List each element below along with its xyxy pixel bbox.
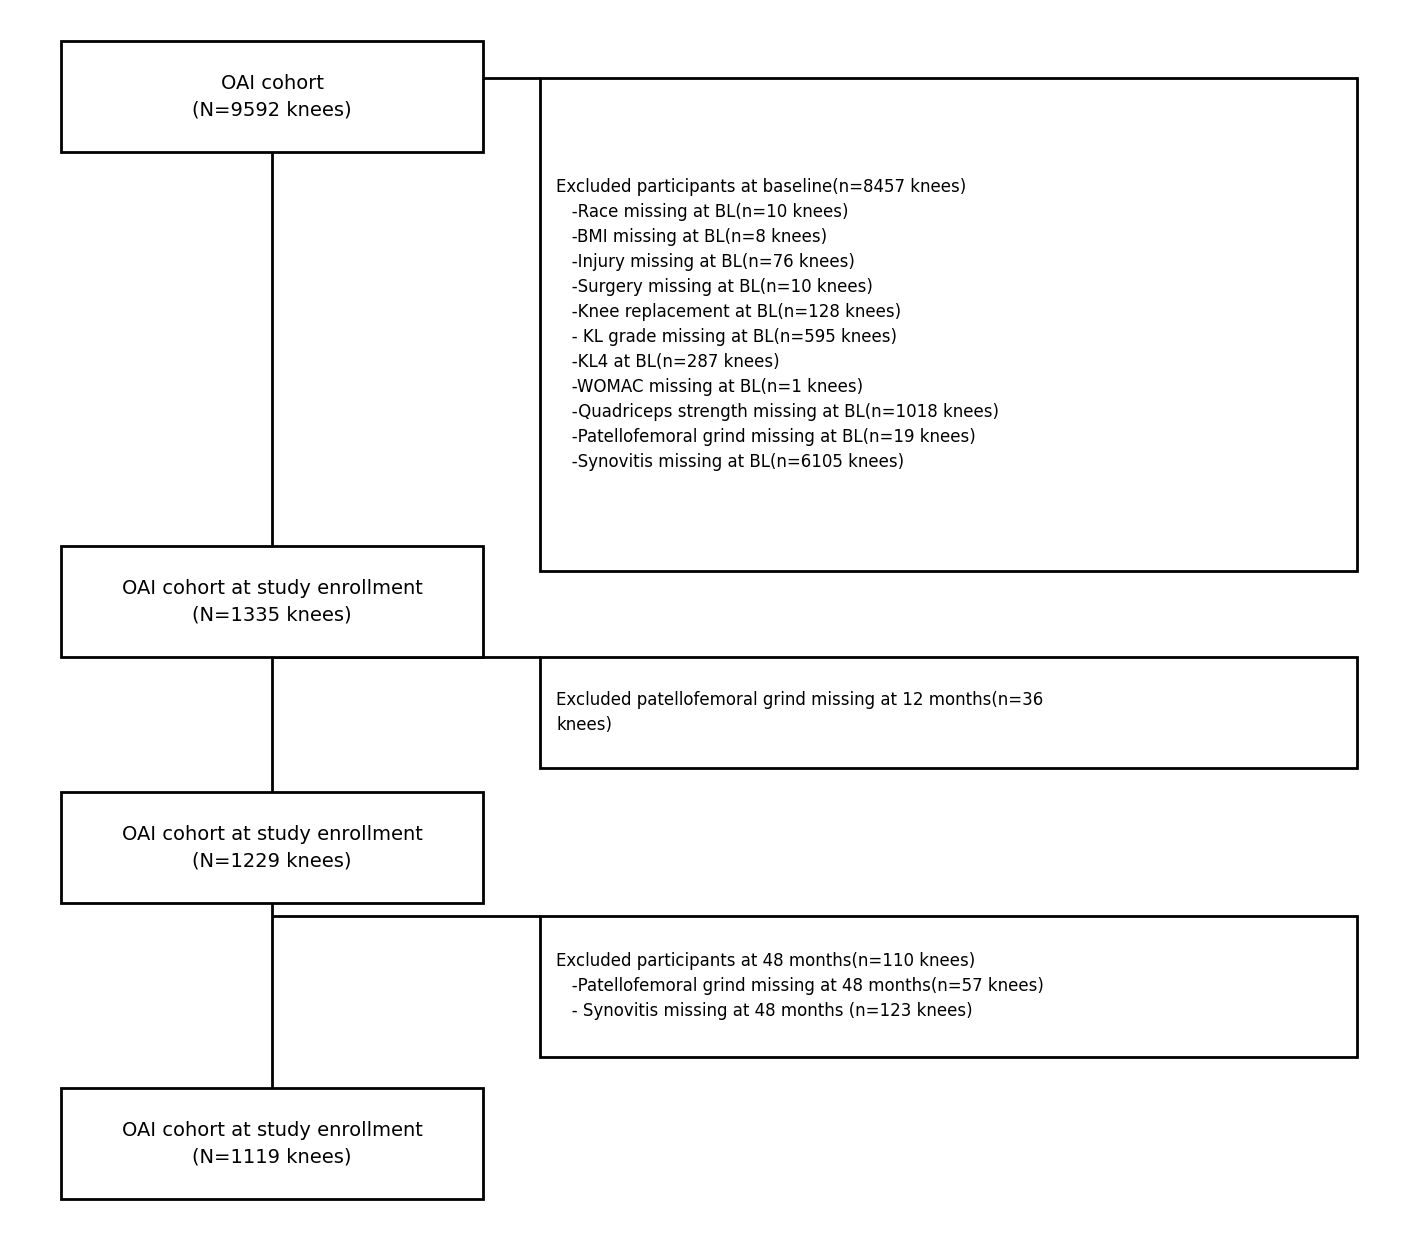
Text: Excluded participants at 48 months(n=110 knees)
   -Patellofemoral grind missing: Excluded participants at 48 months(n=110… <box>556 952 1044 1021</box>
Text: Excluded patellofemoral grind missing at 12 months(n=36
knees): Excluded patellofemoral grind missing at… <box>556 691 1044 734</box>
Bar <box>61 1087 484 1199</box>
Text: OAI cohort
(N=9592 knees): OAI cohort (N=9592 knees) <box>193 74 352 119</box>
Bar <box>540 915 1357 1058</box>
Bar <box>61 792 484 903</box>
Text: OAI cohort at study enrollment
(N=1335 knees): OAI cohort at study enrollment (N=1335 k… <box>122 579 423 624</box>
Bar <box>540 657 1357 768</box>
Text: Excluded participants at baseline(n=8457 knees)
   -Race missing at BL(n=10 knee: Excluded participants at baseline(n=8457… <box>556 177 1000 471</box>
Bar <box>61 41 484 153</box>
Bar <box>61 546 484 657</box>
Text: OAI cohort at study enrollment
(N=1119 knees): OAI cohort at study enrollment (N=1119 k… <box>122 1121 423 1166</box>
Bar <box>540 78 1357 570</box>
Text: OAI cohort at study enrollment
(N=1229 knees): OAI cohort at study enrollment (N=1229 k… <box>122 825 423 870</box>
